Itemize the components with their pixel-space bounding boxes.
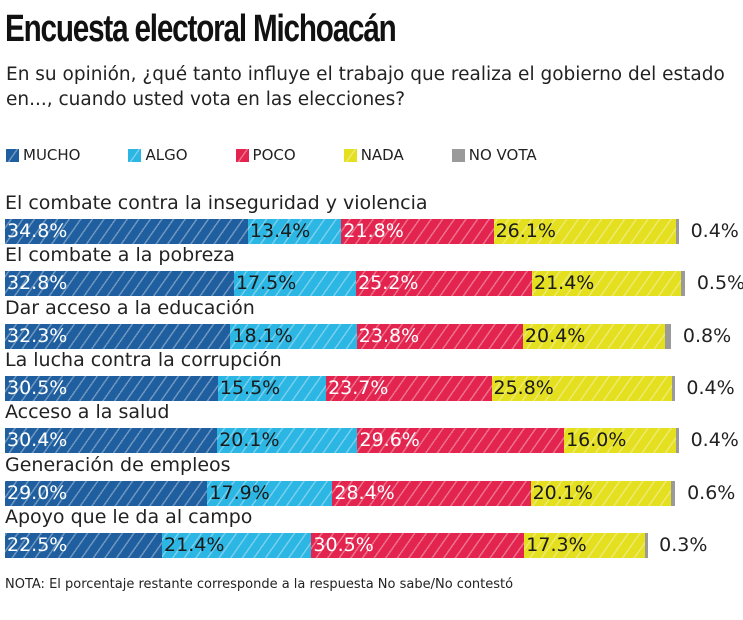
data-label-no-vota: 0.6% bbox=[687, 481, 736, 504]
bar-segment-algo: 15.5% bbox=[217, 375, 327, 401]
chart-title: Encuesta electoral Michoacán bbox=[5, 8, 397, 50]
data-label-no-vota: 0.3% bbox=[659, 533, 708, 556]
bar-segment-algo: 17.5% bbox=[233, 271, 357, 297]
legend-label: MUCHO bbox=[23, 146, 81, 164]
data-label-no-vota: 0.4% bbox=[690, 220, 739, 242]
chart-subtitle: En su opinión, ¿qué tanto influye el tra… bbox=[6, 64, 725, 110]
category-label: Acceso a la salud bbox=[5, 401, 170, 424]
data-label-no-vota: 0.4% bbox=[690, 429, 739, 452]
bar-segment-nada: 17.3% bbox=[524, 532, 646, 558]
legend-swatch bbox=[343, 148, 357, 162]
bar-segment-nada: 25.8% bbox=[491, 375, 672, 401]
bar-segment-nada: 20.4% bbox=[522, 323, 666, 349]
data-label-no-vota: 0.5% bbox=[696, 272, 743, 295]
category-label: El combate contra la inseguridad y viole… bbox=[5, 192, 428, 214]
bar-segment-nada: 16.0% bbox=[564, 428, 676, 454]
bar-segment-poco: 23.8% bbox=[356, 323, 523, 349]
bar-segment-nada: 20.1% bbox=[530, 480, 671, 506]
bar-segment-nada: 26.1% bbox=[493, 219, 676, 244]
bar-segment-no-vota bbox=[645, 532, 649, 558]
bar-segment-poco: 23.7% bbox=[326, 375, 492, 401]
bar-segment-no-vota bbox=[681, 271, 685, 297]
data-label-no-vota: 0.8% bbox=[682, 324, 732, 347]
legend-item: NO VOTA bbox=[451, 146, 537, 164]
legend-label: NO VOTA bbox=[468, 146, 537, 164]
legend-label: ALGO bbox=[145, 146, 188, 164]
data-label-no-vota: 0.4% bbox=[686, 376, 735, 399]
legend-swatch bbox=[128, 148, 142, 162]
legend-swatch bbox=[451, 148, 465, 162]
legend-swatch bbox=[235, 148, 249, 162]
bar-segment-no-vota bbox=[671, 375, 675, 401]
footnote: NOTA: El porcentaje restante corresponde… bbox=[5, 577, 514, 592]
legend-label: POCO bbox=[252, 146, 296, 164]
bar-segment-no-vota bbox=[670, 480, 676, 506]
bar-segment-mucho: 29.0% bbox=[5, 480, 208, 506]
category-label: El combate a la pobreza bbox=[5, 244, 235, 267]
legend: MUCHO ALGO POCO NADA NO VOTA bbox=[6, 146, 585, 164]
legend-swatch bbox=[6, 148, 19, 162]
legend-item: MUCHO bbox=[6, 146, 80, 164]
bar-segment-poco: 30.5% bbox=[311, 532, 525, 558]
bar-segment-poco: 28.4% bbox=[332, 480, 531, 506]
bar-segment-poco: 21.8% bbox=[341, 219, 494, 244]
bar-segment-algo: 21.4% bbox=[162, 532, 312, 558]
category-label: La lucha contra la corrupción bbox=[5, 348, 282, 371]
legend-item: ALGO bbox=[128, 146, 188, 164]
bar-segment-algo: 18.1% bbox=[230, 323, 357, 349]
category-label: Apoyo que le da al campo bbox=[5, 505, 253, 528]
legend-label: NADA bbox=[360, 146, 404, 164]
bar-segment-mucho: 22.5% bbox=[5, 532, 163, 558]
bar-segment-no-vota bbox=[675, 428, 679, 454]
legend-item: NADA bbox=[343, 146, 404, 164]
bar-segment-mucho: 30.5% bbox=[5, 375, 218, 401]
bar-segment-mucho: 30.4% bbox=[5, 428, 218, 454]
bar-segment-algo: 20.1% bbox=[217, 428, 358, 454]
bar-segment-algo: 13.4% bbox=[247, 219, 342, 244]
bar-segment-no-vota bbox=[675, 219, 679, 244]
bar-segment-mucho: 32.3% bbox=[5, 323, 231, 349]
bar-segment-mucho: 34.8% bbox=[5, 219, 248, 244]
category-label: Generación de empleos bbox=[5, 453, 231, 476]
bar-segment-nada: 21.4% bbox=[531, 271, 682, 297]
bar-segment-poco: 29.6% bbox=[357, 428, 565, 454]
bar-segment-mucho: 32.8% bbox=[5, 271, 234, 297]
bar-segment-algo: 17.9% bbox=[207, 480, 333, 506]
legend-item: POCO bbox=[235, 146, 296, 164]
category-label: Dar acceso a la educación bbox=[5, 296, 255, 319]
bar-segment-no-vota bbox=[665, 323, 671, 349]
bar-segment-poco: 25.2% bbox=[356, 271, 532, 297]
